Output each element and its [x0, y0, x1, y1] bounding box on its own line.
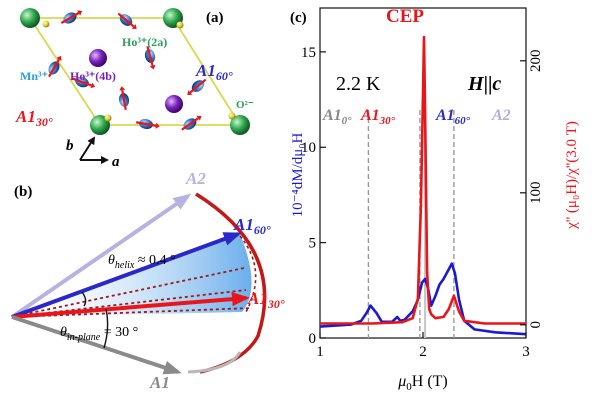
panel-a-label: (a): [206, 10, 224, 26]
x-axis-title: μ0H (T): [397, 373, 448, 393]
rotation-arc-gray: [187, 351, 242, 374]
a1-30-label-b: A130°: [247, 289, 285, 311]
y-right-tick-label: 0: [528, 321, 544, 329]
panel-b-label: (b): [14, 184, 32, 200]
oxygen-atom: [104, 114, 112, 122]
b-axis-arrow: [79, 136, 96, 161]
mn-atom: [48, 55, 62, 78]
mn-atom: [187, 78, 207, 95]
y-left-tick-label: 0: [309, 331, 317, 347]
y-axis-right-title: χ'' (μ₀H)/χ''(3.0 T): [564, 121, 580, 230]
oxygen-atom: [176, 21, 184, 29]
a-axis-label: a: [112, 154, 120, 170]
ho-2a-atom: [20, 8, 40, 28]
a1-vector: [11, 315, 182, 375]
dotted-helix-line: [11, 307, 253, 318]
panel-c-chart: 1 2 3 0 5 10 15 0 100 200 (c) CEP 2.2 K H||c A10°…: [290, 6, 580, 393]
a1-60-label-b: A160°: [233, 215, 271, 237]
y-left-tick-label: 5: [309, 236, 317, 252]
mn-atom: [117, 12, 137, 29]
region-label-a1-0: A10°: [322, 107, 352, 127]
a1-60-vector: [11, 232, 242, 319]
x-tick-label: 3: [522, 344, 530, 360]
ho-2a-label: Ho³⁺(2a): [122, 35, 167, 49]
ho-4b-atom: [165, 95, 183, 113]
region-label-a2: A2: [491, 107, 511, 124]
mn-label: Mn³⁺: [20, 69, 48, 83]
mn-atom: [60, 10, 83, 24]
mn-atom: [181, 115, 202, 131]
theta-in-plane-arc: [103, 308, 109, 349]
series-line-right: [320, 35, 526, 325]
cep-annotation: CEP: [386, 6, 424, 27]
oxygen-atom: [42, 20, 50, 28]
region-label-a1-30: A130°: [360, 107, 396, 127]
theta-in-plane-label: θin-plane = 30 °: [60, 325, 138, 343]
a1-30-label-a: A130°: [15, 107, 53, 129]
series-line-left: [319, 262, 527, 336]
a2-label-b: A2: [185, 169, 206, 188]
ho-2a-atom: [90, 115, 110, 135]
x-tick-label: 1: [316, 344, 324, 360]
y-left-tick-label: 15: [301, 45, 316, 61]
panel-c-label: (c): [290, 10, 307, 26]
mn-atom: [144, 46, 156, 70]
ho-4b-label: Ho³⁺(4b): [70, 69, 116, 83]
ho-4b-atom: [89, 49, 107, 67]
mn-atom: [135, 118, 160, 130]
y-right-tick-label: 100: [528, 182, 544, 205]
ho-2a-atom: [230, 115, 250, 135]
b-axis-label: b: [66, 138, 74, 154]
mn-atom: [118, 86, 130, 111]
y-axis-left-title: 10⁻⁴dM/dμ₀H: [290, 132, 306, 217]
field-direction-annotation: H||c: [467, 73, 501, 95]
panel-b-vector-diagram: (b) A2 A160° A130° A1 θhelix ≈ 0.4 ° θin…: [10, 169, 285, 392]
mn-atom: [72, 76, 96, 89]
a1-60-label-a: A160°: [195, 61, 233, 83]
data-series: [319, 35, 527, 336]
y-left-tick-label: 10: [301, 140, 316, 156]
y-right-tick-label: 200: [528, 50, 544, 73]
region-label-a1-60: A160°: [435, 107, 471, 127]
theta-helix-label: θhelix ≈ 0.4 °: [108, 253, 176, 271]
a1-30-vector: [11, 292, 250, 319]
a1-label-b: A1: [149, 373, 170, 392]
x-tick-label: 2: [419, 344, 427, 360]
temperature-annotation: 2.2 K: [336, 73, 381, 95]
theta-helix-arc: [81, 291, 87, 307]
axis-ticks: 1 2 3 0 5 10 15 0 100 200: [301, 45, 544, 360]
oxygen-atom: [228, 112, 236, 120]
oxygen-label: O²⁻: [236, 99, 254, 111]
panel-a-crystal-structure: (a) Ho³⁺(2a) A160° Mn³⁺ Ho³⁺(4b) A130° O…: [15, 8, 254, 170]
a2-vector: [10, 193, 192, 319]
